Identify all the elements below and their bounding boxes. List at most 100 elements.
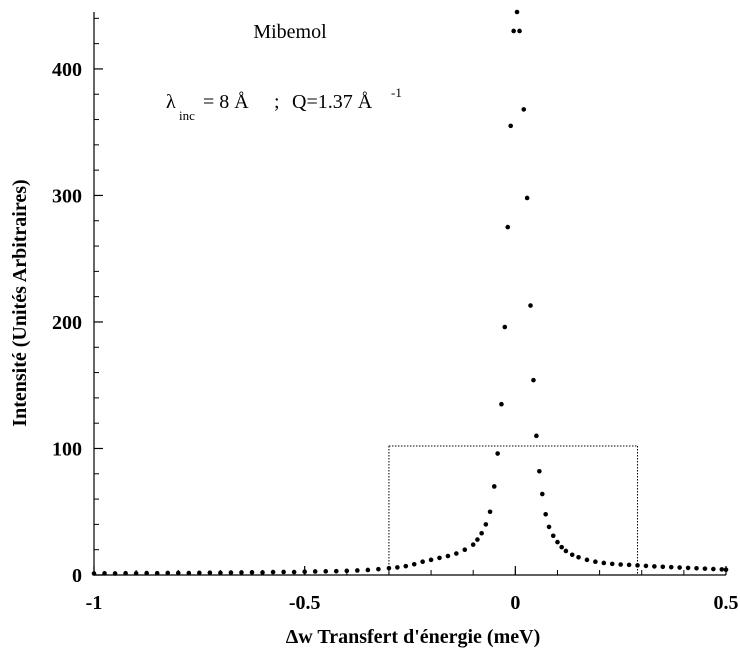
data-point <box>470 542 476 547</box>
data-point <box>487 509 493 515</box>
wavelength-annotation: λ inc = 8 Å ; Q=1.37 Å -1 <box>166 85 402 123</box>
data-point <box>502 324 508 330</box>
data-point <box>112 571 118 576</box>
data-point <box>445 553 451 559</box>
y-tick-label: 0 <box>72 565 82 587</box>
data-point <box>154 570 160 576</box>
integration-window <box>388 445 639 575</box>
data-point <box>546 524 552 530</box>
y-tick-label: 100 <box>52 438 82 460</box>
data-point <box>495 451 500 456</box>
data-point <box>593 559 598 565</box>
data-point <box>563 548 569 554</box>
data-point <box>534 433 539 439</box>
data-point <box>569 552 575 558</box>
data-point <box>702 566 708 571</box>
data-point <box>260 570 265 575</box>
data-point <box>197 570 202 576</box>
data-point <box>323 569 329 574</box>
data-point <box>508 123 513 129</box>
data-point <box>454 551 459 556</box>
data-point <box>207 570 213 576</box>
data-point <box>537 468 542 474</box>
data-point <box>499 401 504 407</box>
data-point <box>281 569 286 575</box>
data-point <box>635 563 640 568</box>
data-point <box>102 571 107 576</box>
data-point <box>165 570 171 576</box>
data-point <box>514 9 520 15</box>
data-point <box>376 566 381 572</box>
q-value: Q=1.37 Å <box>292 91 373 113</box>
data-points <box>91 9 729 576</box>
data-point <box>609 561 615 567</box>
data-point <box>395 565 400 570</box>
data-point <box>479 530 484 536</box>
data-point <box>511 28 516 34</box>
lambda-symbol: λ <box>166 91 176 113</box>
data-point <box>411 561 417 567</box>
data-point <box>312 569 318 574</box>
lambda-value: = 8 Å <box>203 91 249 113</box>
data-point <box>576 554 581 560</box>
data-point <box>186 570 192 576</box>
y-tick-label: 300 <box>52 185 82 207</box>
data-point <box>365 567 371 573</box>
y-ticks: 0 100 200 300 400 <box>52 17 103 587</box>
data-point <box>403 563 409 569</box>
data-point <box>218 570 223 576</box>
data-point <box>643 563 649 569</box>
annotation-separator: ; <box>274 91 280 113</box>
data-point <box>437 555 442 561</box>
data-point <box>685 565 691 571</box>
data-point <box>333 568 339 574</box>
data-point <box>483 522 489 527</box>
data-point <box>491 484 497 489</box>
data-point <box>249 570 255 575</box>
x-tick-label: -1 <box>86 592 103 614</box>
x-tick-label: 0 <box>510 592 520 614</box>
axes <box>93 12 726 576</box>
data-point <box>524 195 530 201</box>
y-tick-label: 200 <box>52 312 82 334</box>
q-exponent: -1 <box>391 85 402 100</box>
data-point <box>428 557 434 563</box>
data-point <box>660 564 666 570</box>
x-ticks: -1 -0.5 0 0.5 <box>86 566 739 614</box>
data-point <box>355 568 360 573</box>
data-point <box>711 566 716 572</box>
data-point <box>531 377 536 383</box>
y-tick-label: 400 <box>52 59 82 81</box>
data-point <box>719 567 725 572</box>
data-point <box>559 544 564 550</box>
data-point <box>420 559 425 565</box>
data-point <box>528 303 533 308</box>
data-point <box>123 570 128 576</box>
data-point <box>475 537 480 542</box>
data-point <box>618 562 623 567</box>
data-point <box>91 571 97 576</box>
data-point <box>291 569 297 575</box>
data-point <box>555 539 560 545</box>
data-point <box>668 564 674 570</box>
data-point <box>344 568 350 574</box>
x-tick-label: -0.5 <box>289 592 321 614</box>
data-point <box>601 560 607 566</box>
data-point <box>175 570 181 576</box>
x-axis-title: Δw Transfert d'énergie (meV) <box>286 626 541 648</box>
data-point <box>677 565 682 570</box>
data-point <box>228 570 234 575</box>
data-point <box>539 491 545 497</box>
sample-label: Mibemol <box>253 21 327 43</box>
data-point <box>543 511 548 517</box>
data-point <box>302 569 307 575</box>
data-point <box>550 533 556 539</box>
data-point <box>521 107 527 112</box>
y-axis-title: Intensité (Unités Arbitraires) <box>9 179 31 426</box>
x-tick-label: 0.5 <box>714 592 739 614</box>
data-point <box>652 564 657 569</box>
data-point <box>723 567 729 572</box>
data-point <box>386 565 392 571</box>
data-point <box>517 28 522 34</box>
lambda-subscript: inc <box>179 108 195 123</box>
